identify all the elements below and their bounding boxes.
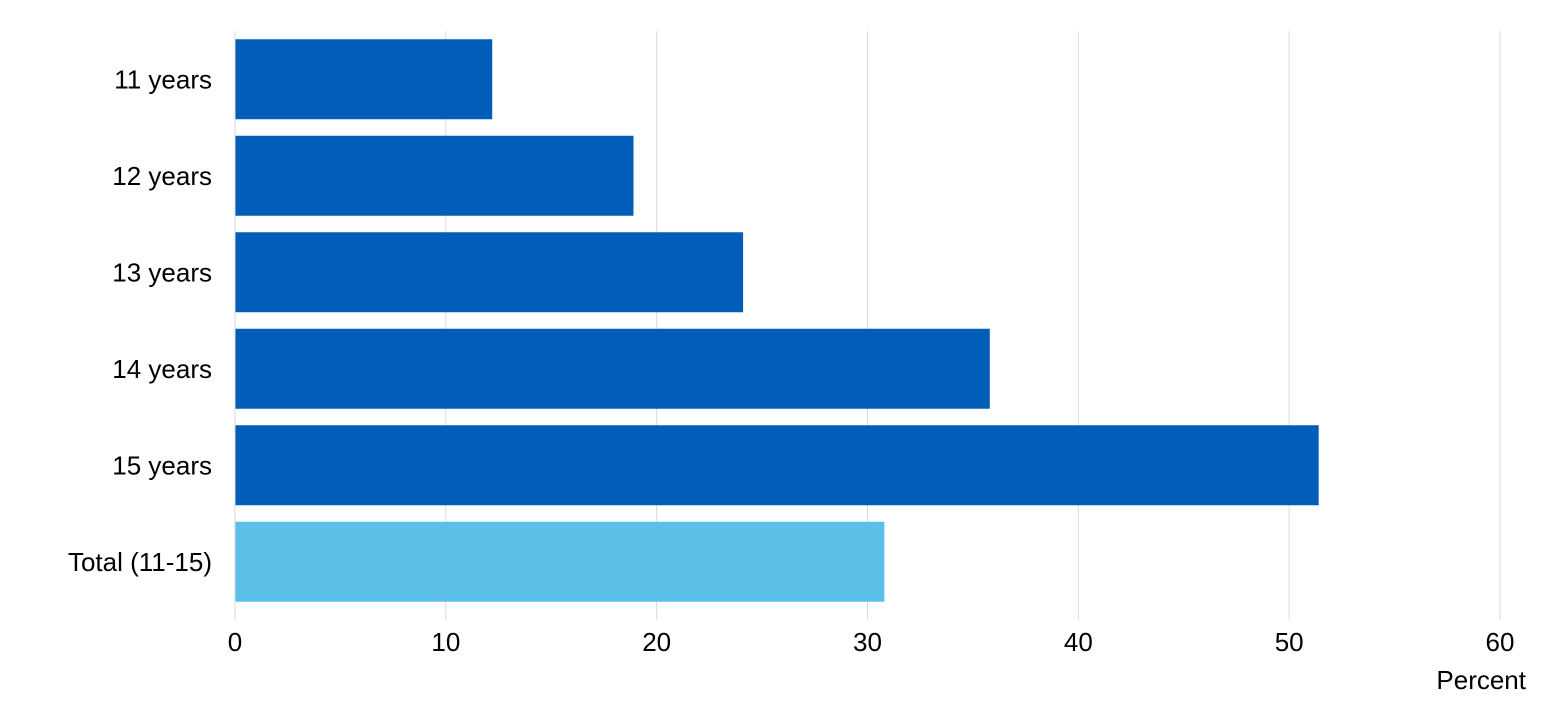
category-label-5: Total (11-15): [68, 547, 212, 577]
bar-0: [235, 39, 493, 120]
category-label-0: 11 years: [114, 64, 212, 94]
bar-1: [235, 135, 634, 216]
x-tick-label-20: 20: [642, 627, 671, 657]
x-tick-label-30: 30: [853, 627, 882, 657]
x-axis-label: Percent: [1436, 665, 1526, 695]
x-tick-label-50: 50: [1275, 627, 1304, 657]
category-label-3: 14 years: [112, 354, 212, 384]
bar-4: [235, 425, 1319, 506]
bars: [235, 39, 1319, 602]
x-tick-label-10: 10: [431, 627, 460, 657]
category-labels: 11 years 12 years 13 years 14 years 15 years…: [68, 64, 212, 577]
x-tick-label-60: 60: [1486, 627, 1515, 657]
x-tick-label-0: 0: [228, 627, 242, 657]
category-label-4: 15 years: [112, 450, 212, 480]
bar-2: [235, 232, 744, 313]
tick-labels: 0 10 20 30 40 50 60: [228, 627, 1515, 657]
bar-3: [235, 328, 990, 409]
category-label-1: 12 years: [112, 161, 212, 191]
x-tick-label-40: 40: [1064, 627, 1093, 657]
category-label-2: 13 years: [112, 257, 212, 287]
bar-5: [235, 521, 885, 602]
